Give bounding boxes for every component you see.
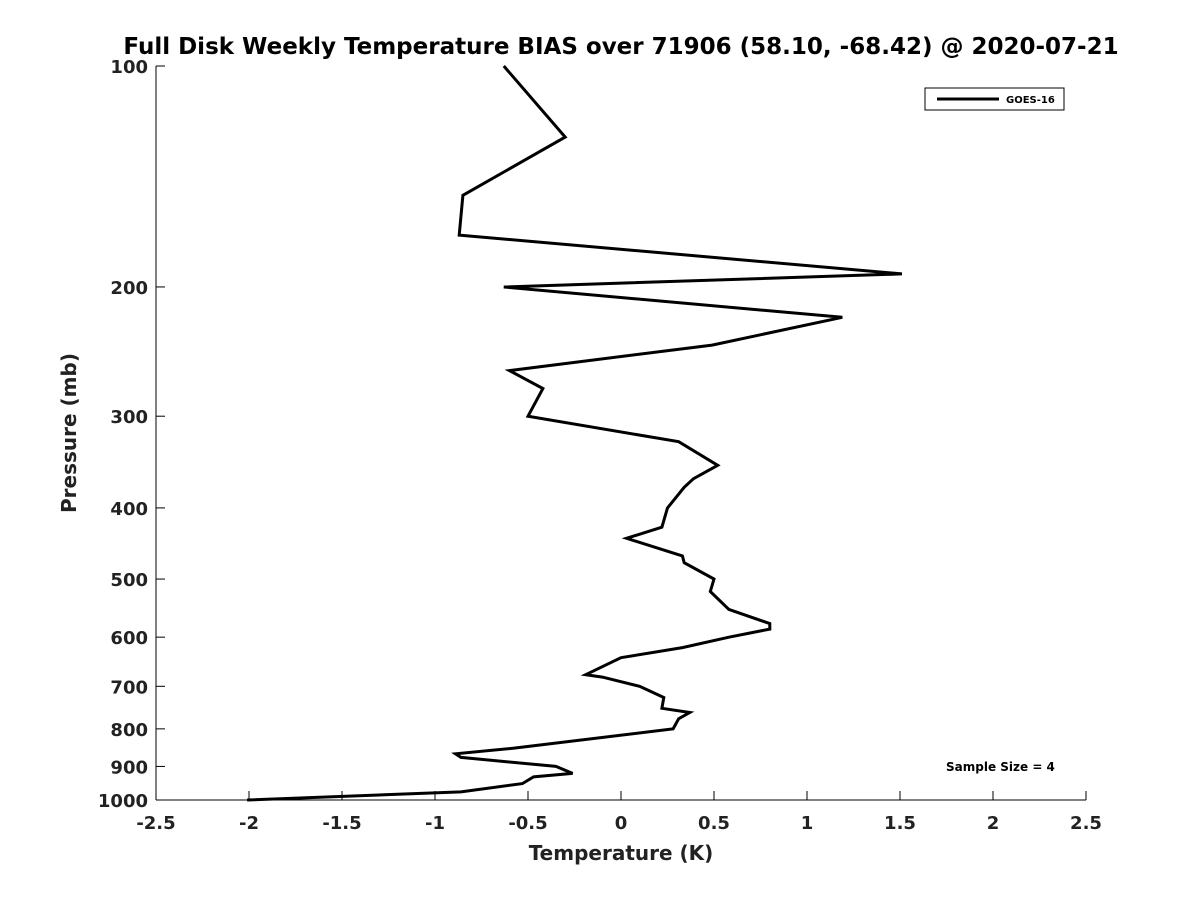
y-tick-label: 900 <box>110 757 148 778</box>
chart-title: Full Disk Weekly Temperature BIAS over 7… <box>123 34 1118 60</box>
legend: GOES-16 <box>924 87 1065 111</box>
plot-area: -2.5 -2 -1.5 -1 -0.5 0 0.5 1 1.5 2 2.5 100 200 300 40… <box>98 57 1102 834</box>
x-tick-label: 0 <box>615 813 628 834</box>
y-tick-label: 200 <box>110 278 148 299</box>
x-tick-label: -1.5 <box>322 813 361 834</box>
x-tick-label: 1.5 <box>884 813 916 834</box>
sample-size-annotation: Sample Size = 4 <box>946 760 1055 774</box>
x-tick-label: -2.5 <box>136 813 175 834</box>
x-tick-label: -0.5 <box>508 813 547 834</box>
x-tick-label: -2 <box>239 813 259 834</box>
y-tick-label: 700 <box>110 677 148 698</box>
series-line-goes-16 <box>247 65 903 802</box>
y-ticks: 100 200 300 400 500 600 700 800 900 1000 <box>98 57 165 812</box>
legend-label-goes-16: GOES-16 <box>1006 95 1055 106</box>
y-axis-label: Pressure (mb) <box>57 353 81 513</box>
x-tick-label: 1 <box>801 813 814 834</box>
y-tick-label: 100 <box>110 57 148 78</box>
x-axis-label: Temperature (K) <box>529 841 714 865</box>
y-tick-label: 300 <box>110 407 148 428</box>
x-tick-label: 0.5 <box>698 813 730 834</box>
x-ticks: -2.5 -2 -1.5 -1 -0.5 0 0.5 1 1.5 2 2.5 <box>136 791 1102 834</box>
x-tick-label: 2 <box>987 813 1000 834</box>
y-tick-label: 600 <box>110 628 148 649</box>
x-tick-label: -1 <box>425 813 445 834</box>
y-tick-label: 1000 <box>98 791 148 812</box>
y-tick-label: 500 <box>110 570 148 591</box>
y-tick-label: 400 <box>110 499 148 520</box>
y-tick-label: 800 <box>110 720 148 741</box>
x-tick-label: 2.5 <box>1070 813 1102 834</box>
series-layer <box>247 65 903 802</box>
